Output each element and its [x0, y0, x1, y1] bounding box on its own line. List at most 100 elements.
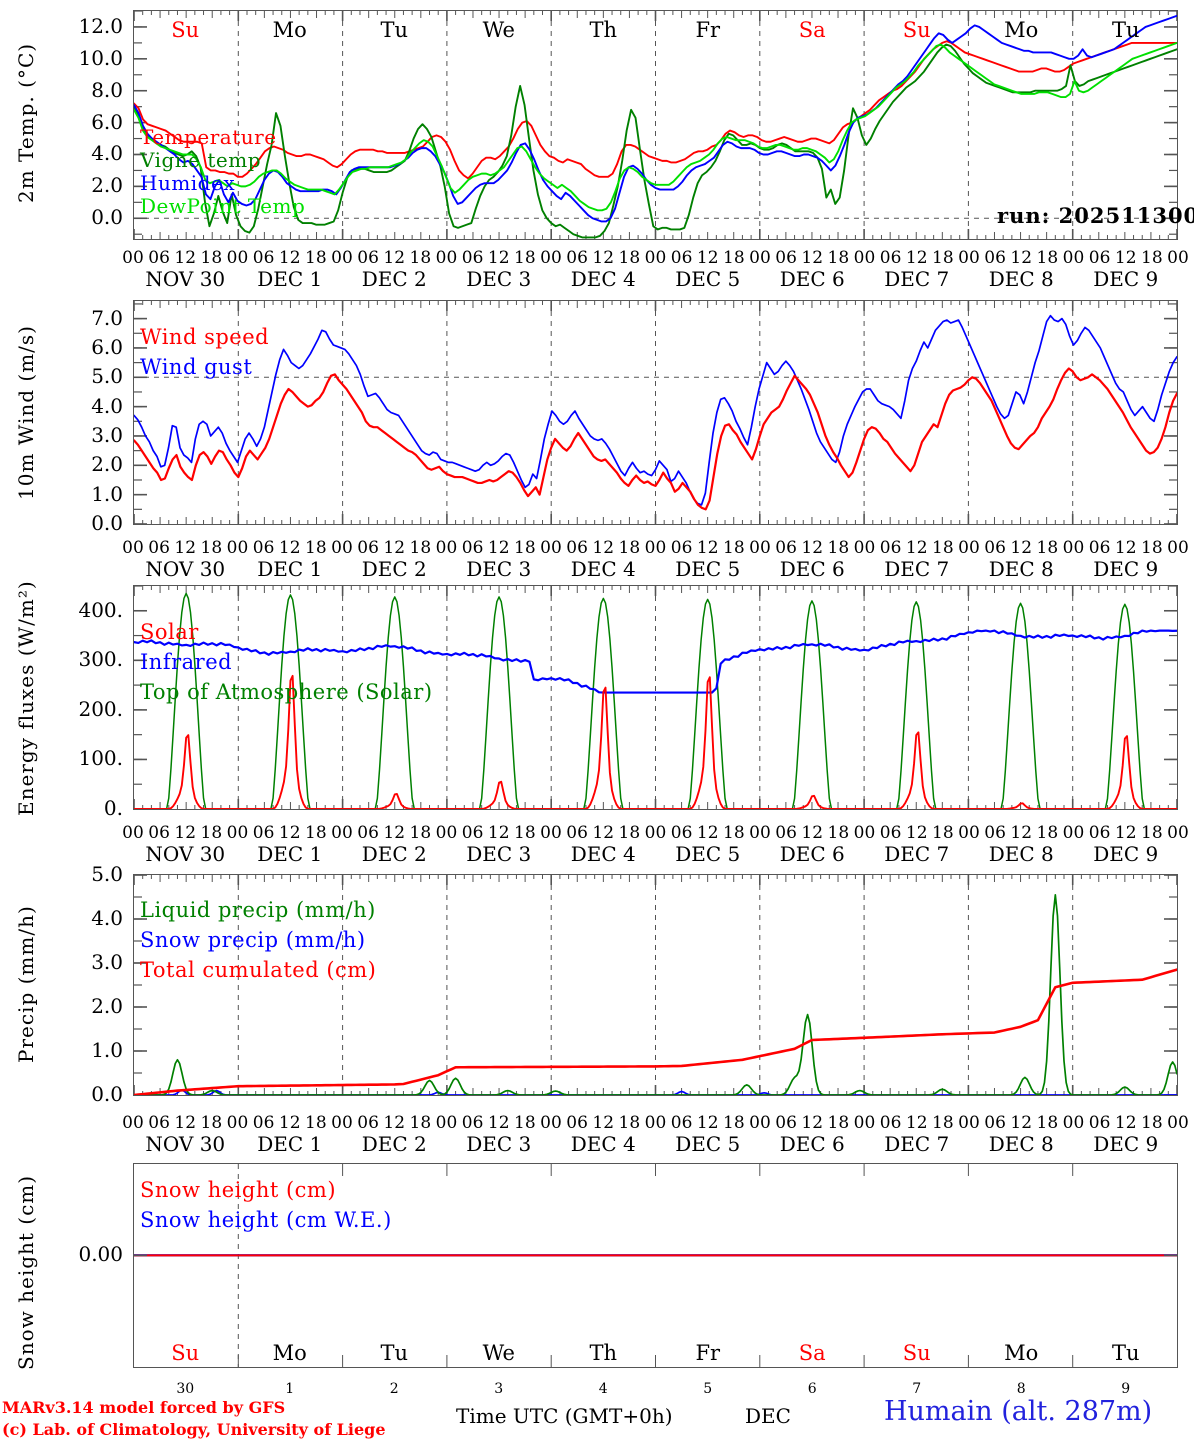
- x-hour-label: 06: [252, 823, 275, 843]
- x-hour-label: 00: [435, 823, 458, 843]
- x-hour-label: 12: [383, 823, 406, 843]
- x-date-label: DEC 9: [1093, 557, 1159, 581]
- x-hour-label: 00: [540, 1113, 562, 1133]
- x-date-label: DEC 8: [988, 842, 1054, 866]
- x-date-label: DEC 7: [884, 557, 950, 581]
- x-day-number: 30: [176, 1381, 195, 1397]
- axis-label-temperature: 2m Temp. (°C): [14, 42, 38, 204]
- x-date-label: DEC 2: [361, 557, 427, 581]
- x-hour-label: 06: [879, 538, 902, 558]
- x-hour-label: 18: [305, 1113, 327, 1133]
- x-hour-label: 06: [1088, 1113, 1111, 1133]
- x-hour-label: 00: [1167, 538, 1189, 558]
- x-hour-label: 12: [696, 823, 719, 843]
- y-tick-label: 0.0: [91, 205, 123, 230]
- x-hour-label: 12: [801, 1113, 824, 1133]
- x-hour-label: 06: [670, 538, 693, 558]
- y-tick-label: 3.0: [91, 950, 123, 974]
- x-hour-label: 18: [618, 538, 641, 558]
- x-hour-label: 06: [357, 1113, 379, 1133]
- y-tick-label: 1.0: [91, 1038, 123, 1062]
- y-tick-label: 400.: [78, 597, 123, 622]
- x-hour-label: 18: [827, 1113, 850, 1133]
- x-hour-label: 12: [696, 538, 719, 558]
- x-hour-label: 00: [958, 823, 980, 843]
- x-hour-label: 12: [278, 1113, 301, 1133]
- legend-item: Snow height (cm W.E.): [140, 1208, 392, 1232]
- x-hour-label: 12: [905, 248, 928, 268]
- x-hour-label: 00: [122, 538, 144, 558]
- x-date-label: DEC 5: [675, 842, 741, 866]
- axis-label-precip: Precip (mm/h): [14, 905, 38, 1063]
- x-date-label: DEC 8: [988, 557, 1054, 581]
- legend-item: Humidex: [140, 171, 236, 195]
- legend-item: Snow height (cm): [140, 1178, 337, 1202]
- weekday-label-top: Th: [589, 18, 618, 42]
- x-hour-label: 12: [174, 823, 197, 843]
- weekday-label-bottom: Su: [902, 1341, 931, 1365]
- footer-time-axis-label: Time UTC (GMT+0h): [456, 1404, 673, 1428]
- x-hour-label: 18: [1141, 248, 1163, 268]
- y-tick-label: 4.0: [91, 393, 123, 418]
- x-hour-label: 06: [775, 823, 797, 843]
- legend-item: Snow precip (mm/h): [140, 928, 366, 952]
- x-hour-label: 00: [226, 1113, 249, 1133]
- legend-item: Wind gust: [140, 355, 253, 379]
- x-hour-label: 12: [592, 248, 615, 268]
- weekday-label-top: Tu: [1111, 18, 1140, 42]
- weekday-label-bottom: Th: [589, 1341, 618, 1365]
- panel-wind: 10m Wind (m/s): [0, 290, 1194, 575]
- x-hour-label: 06: [461, 823, 484, 843]
- x-hour-label: 12: [278, 823, 301, 843]
- x-hour-label: 18: [932, 823, 954, 843]
- weekday-label-top: Mo: [1004, 18, 1039, 42]
- legend-item: DewPoint Temp: [140, 194, 306, 218]
- x-day-number: 2: [389, 1381, 399, 1397]
- x-hour-label: 18: [514, 1113, 536, 1133]
- legend-item: Infrared: [140, 650, 233, 674]
- x-hour-label: 00: [749, 1113, 771, 1133]
- y-tick-label: 5.0: [91, 862, 123, 886]
- x-hour-label: 06: [566, 823, 588, 843]
- x-hour-label: 18: [200, 1113, 223, 1133]
- weekday-label-bottom: Mo: [1004, 1341, 1039, 1365]
- weekday-label-top: Fr: [695, 18, 721, 42]
- x-hour-label: 18: [723, 538, 745, 558]
- x-hour-label: 06: [1088, 538, 1111, 558]
- x-hour-label: 12: [174, 248, 197, 268]
- x-hour-label: 18: [1141, 1113, 1163, 1133]
- x-hour-label: 06: [566, 538, 588, 558]
- x-date-label: DEC 7: [884, 1132, 950, 1156]
- x-hour-label: 06: [148, 538, 170, 558]
- plot-area-energy: [133, 585, 1178, 810]
- axis-label-energy: Energy fluxes (W/m²): [14, 580, 38, 816]
- y-tick-label: 2.0: [91, 994, 123, 1018]
- x-hour-label: 00: [853, 1113, 876, 1133]
- y-tick-label: 300.: [78, 647, 123, 672]
- legend-item: Solar: [140, 620, 199, 644]
- x-hour-label: 06: [461, 538, 484, 558]
- weekday-label-bottom: Sa: [798, 1341, 826, 1365]
- y-tick-label: 5.0: [91, 364, 123, 389]
- plot-area-snow: [133, 1163, 1178, 1368]
- x-date-label: DEC 6: [779, 557, 845, 581]
- x-hour-label: 18: [723, 1113, 745, 1133]
- weekday-label-top: Su: [902, 18, 931, 42]
- x-hour-label: 12: [487, 248, 510, 268]
- x-hour-label: 18: [409, 1113, 432, 1133]
- x-hour-label: 06: [775, 1113, 797, 1133]
- plot-area-wind: [133, 300, 1178, 525]
- y-tick-label: 0.00: [78, 1242, 123, 1267]
- x-hour-label: 06: [775, 538, 797, 558]
- x-hour-label: 12: [487, 1113, 510, 1133]
- x-hour-label: 00: [331, 1113, 353, 1133]
- x-date-label: DEC 9: [1093, 842, 1159, 866]
- x-date-label: DEC 2: [361, 267, 427, 291]
- x-hour-label: 18: [723, 823, 745, 843]
- x-hour-label: 12: [592, 538, 615, 558]
- weekday-label-bottom: Su: [171, 1341, 200, 1365]
- x-hour-label: 00: [1167, 823, 1189, 843]
- x-date-label: NOV 30: [145, 1132, 226, 1156]
- x-hour-label: 18: [827, 248, 850, 268]
- x-hour-label: 18: [305, 248, 327, 268]
